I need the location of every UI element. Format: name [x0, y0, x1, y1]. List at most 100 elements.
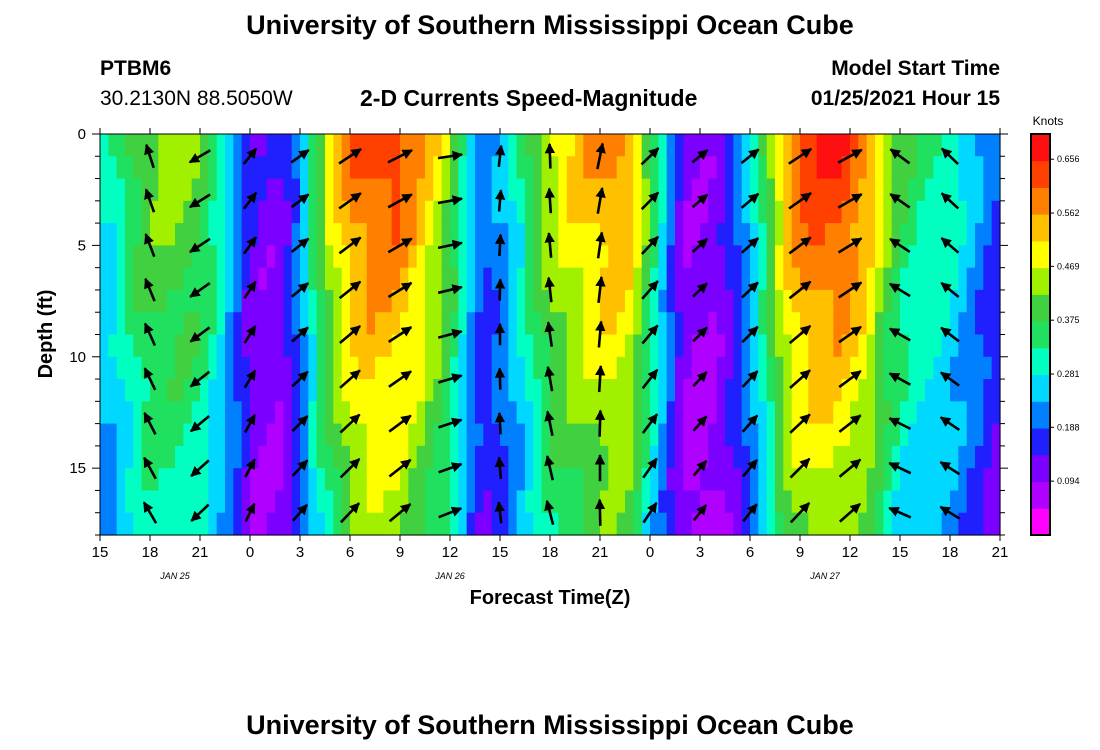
- speed-cell: [291, 245, 301, 269]
- speed-cell: [775, 379, 784, 402]
- speed-cell: [400, 334, 409, 358]
- speed-cell: [725, 312, 734, 336]
- speed-cell: [200, 401, 209, 425]
- speed-cell: [316, 178, 326, 202]
- speed-cell: [150, 134, 159, 157]
- current-arrow: [338, 192, 362, 210]
- speed-cell: [566, 223, 576, 246]
- speed-cell: [616, 468, 626, 492]
- speed-cell: [858, 312, 868, 336]
- speed-cell: [591, 334, 601, 358]
- speed-cell: [191, 267, 201, 291]
- speed-cell: [550, 490, 559, 514]
- speed-cell: [533, 445, 543, 469]
- speed-cell: [908, 423, 918, 447]
- speed-cell: [741, 379, 751, 402]
- speed-cell: [475, 512, 484, 536]
- speed-cell: [300, 423, 309, 447]
- speed-cell: [883, 200, 893, 224]
- speed-cell: [733, 468, 743, 492]
- speed-cell: [225, 289, 234, 313]
- speed-cell: [533, 200, 543, 224]
- speed-cell: [358, 423, 368, 447]
- speed-cell: [641, 156, 651, 180]
- y-axis-label: Depth (ft): [35, 290, 57, 379]
- speed-cell: [816, 512, 826, 536]
- speed-cell: [741, 134, 751, 157]
- speed-cell: [200, 468, 209, 492]
- speed-cell: [941, 134, 951, 157]
- colorbar-swatch: [1031, 428, 1050, 456]
- speed-cell: [741, 512, 751, 536]
- speed-cell: [391, 401, 401, 425]
- speed-cell: [675, 423, 684, 447]
- speed-cell: [691, 267, 701, 291]
- speed-cell: [408, 401, 418, 425]
- speed-cell: [858, 423, 868, 447]
- speed-cell: [366, 401, 376, 425]
- speed-cell: [116, 156, 126, 180]
- speed-cell: [316, 356, 326, 380]
- colorbar-swatch: [1031, 134, 1050, 162]
- speed-cell: [475, 468, 484, 492]
- current-arrow: [939, 505, 961, 520]
- speed-cell: [433, 356, 443, 380]
- speed-cell: [241, 512, 251, 536]
- speed-cell: [750, 512, 759, 536]
- speed-cell: [200, 245, 209, 269]
- speed-cell: [325, 423, 334, 447]
- speed-cell: [483, 445, 493, 469]
- speed-cell: [891, 356, 901, 380]
- speed-cell: [266, 356, 276, 380]
- speed-cell: [158, 512, 168, 536]
- speed-cell: [450, 312, 459, 336]
- speed-cell: [300, 401, 309, 425]
- speed-cell: [850, 134, 859, 157]
- speed-cell: [566, 334, 576, 358]
- speed-cell: [525, 445, 534, 469]
- speed-cell: [150, 401, 159, 425]
- speed-cell: [175, 334, 184, 358]
- speed-cell: [941, 379, 951, 402]
- speed-cell: [975, 200, 984, 224]
- speed-cell: [783, 289, 793, 313]
- speed-cell: [583, 445, 593, 469]
- speed-cell: [933, 200, 943, 224]
- speed-cell: [833, 334, 843, 358]
- speed-cell: [700, 334, 709, 358]
- speed-cell: [191, 401, 201, 425]
- speed-cell: [800, 200, 809, 224]
- current-arrow: [494, 278, 506, 301]
- speed-cell: [433, 245, 443, 269]
- speed-cell: [191, 223, 201, 246]
- speed-cell: [975, 490, 984, 514]
- speed-cell: [208, 312, 218, 336]
- speed-cell: [691, 468, 701, 492]
- speed-cell: [908, 490, 918, 514]
- speed-cell: [758, 379, 768, 402]
- speed-cell: [858, 223, 868, 246]
- speed-cell: [525, 312, 534, 336]
- speed-cell: [875, 178, 884, 202]
- speed-cell: [533, 490, 543, 514]
- speed-cell: [300, 445, 309, 469]
- speed-cell: [341, 445, 351, 469]
- speed-cell: [141, 423, 151, 447]
- speed-cell: [283, 289, 293, 313]
- speed-cell: [708, 245, 718, 269]
- speed-cell: [683, 200, 693, 224]
- speed-cell: [241, 356, 251, 380]
- speed-cell: [291, 490, 301, 514]
- speed-cell: [566, 245, 576, 269]
- speed-cell: [566, 134, 576, 157]
- speed-cell: [833, 490, 843, 514]
- speed-cell: [558, 334, 568, 358]
- speed-cell: [166, 289, 176, 313]
- speed-cell: [225, 445, 234, 469]
- speed-cell: [716, 512, 726, 536]
- speed-cell: [616, 401, 626, 425]
- speed-cell: [825, 445, 834, 469]
- speed-cell: [483, 468, 493, 492]
- speed-cell: [975, 289, 984, 313]
- speed-cell: [466, 512, 476, 536]
